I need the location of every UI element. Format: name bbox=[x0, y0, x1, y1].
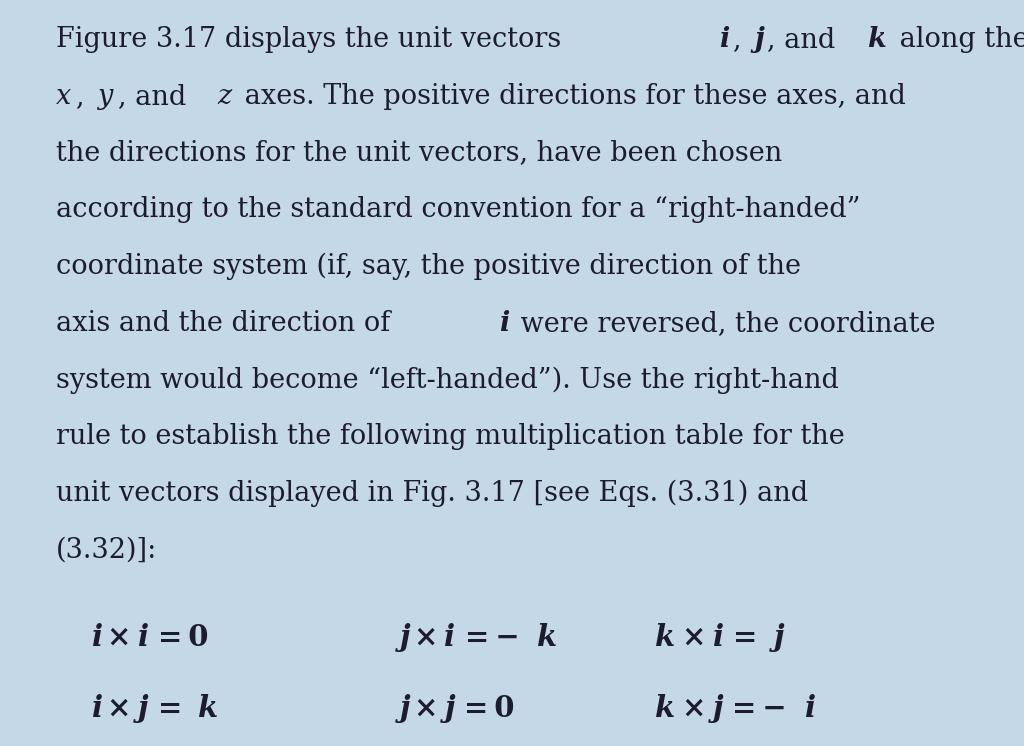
Text: = 0: = 0 bbox=[458, 694, 514, 723]
Text: ×: × bbox=[106, 694, 131, 723]
Text: k: k bbox=[199, 694, 218, 723]
Text: j: j bbox=[138, 694, 148, 723]
Text: j: j bbox=[444, 694, 455, 723]
Text: k: k bbox=[537, 623, 557, 652]
Text: j: j bbox=[399, 694, 410, 723]
Text: along the: along the bbox=[891, 26, 1024, 53]
Text: ,: , bbox=[732, 26, 750, 53]
Text: coordinate system (if, say, the positive direction of the: coordinate system (if, say, the positive… bbox=[56, 253, 810, 280]
Text: = −: = − bbox=[726, 694, 787, 723]
Text: axes. The positive directions for these axes, and: axes. The positive directions for these … bbox=[236, 83, 905, 110]
Text: i: i bbox=[499, 310, 509, 336]
Text: i: i bbox=[713, 623, 724, 652]
Text: k: k bbox=[655, 694, 676, 723]
Text: z: z bbox=[217, 83, 231, 110]
Text: j: j bbox=[755, 26, 765, 53]
Text: x: x bbox=[56, 83, 72, 110]
Text: i: i bbox=[444, 623, 456, 652]
Text: unit vectors displayed in Fig. 3.17 [see Eqs. (3.31) and: unit vectors displayed in Fig. 3.17 [see… bbox=[56, 480, 808, 507]
Text: ×: × bbox=[681, 694, 706, 723]
Text: were reversed, the coordinate: were reversed, the coordinate bbox=[512, 310, 936, 336]
Text: i: i bbox=[805, 694, 816, 723]
Text: ×: × bbox=[413, 623, 437, 652]
Text: y: y bbox=[98, 83, 114, 110]
Text: = 0: = 0 bbox=[153, 623, 209, 652]
Text: according to the standard convention for a “right-handed”: according to the standard convention for… bbox=[56, 196, 861, 223]
Text: , and: , and bbox=[767, 26, 845, 53]
Text: i: i bbox=[92, 694, 103, 723]
Text: k: k bbox=[655, 623, 676, 652]
Text: ×: × bbox=[681, 623, 706, 652]
Text: j: j bbox=[774, 623, 784, 652]
Text: , and: , and bbox=[118, 83, 195, 110]
Text: rule to establish the following multiplication table for the: rule to establish the following multipli… bbox=[56, 423, 845, 450]
Text: j: j bbox=[399, 623, 410, 652]
Text: (3.32)]:: (3.32)]: bbox=[56, 536, 158, 563]
Text: ,: , bbox=[76, 83, 93, 110]
Text: Figure 3.17 displays the unit vectors: Figure 3.17 displays the unit vectors bbox=[56, 26, 570, 53]
Text: k: k bbox=[866, 26, 886, 53]
Text: =: = bbox=[727, 623, 763, 652]
Text: =: = bbox=[152, 694, 187, 723]
Text: ×: × bbox=[413, 694, 437, 723]
Text: the directions for the unit vectors, have been chosen: the directions for the unit vectors, hav… bbox=[56, 140, 782, 166]
Text: i: i bbox=[720, 26, 730, 53]
Text: i: i bbox=[92, 623, 103, 652]
Text: system would become “left-handed”). Use the right-hand: system would become “left-handed”). Use … bbox=[56, 366, 840, 394]
Text: = −: = − bbox=[459, 623, 519, 652]
Text: ×: × bbox=[106, 623, 131, 652]
Text: j: j bbox=[713, 694, 723, 723]
Text: i: i bbox=[138, 623, 150, 652]
Text: axis and the direction of: axis and the direction of bbox=[56, 310, 399, 336]
